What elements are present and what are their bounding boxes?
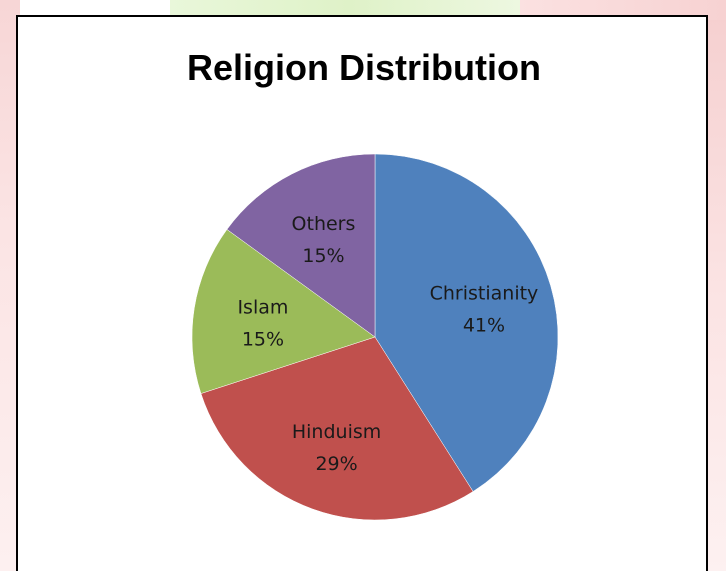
slice-label-others: Others [292,213,356,235]
slice-value-label-others: 15% [302,245,344,267]
slice-value-label-christianity: 41% [463,314,505,336]
slice-label-hinduism: Hinduism [292,421,381,443]
pie-slice-others [226,153,376,338]
chart-frame: Religion Distribution Christianity 41% Hin… [16,15,708,571]
slice-value-label-hinduism: 29% [315,453,357,475]
pie-chart: Christianity 41% Hinduism 29% Islam 15% Others… [191,153,559,521]
background-decoration-right [706,0,726,571]
slice-label-islam: Islam [237,296,288,318]
slice-value-label-islam: 15% [242,328,284,350]
slice-label-christianity: Christianity [430,282,539,304]
pie-slice-islam [191,229,376,394]
pie-slice-christianity [374,153,559,492]
background-decoration-left [0,0,20,571]
pie-slice-hinduism [200,336,474,521]
chart-title: Religion Distribution [187,47,541,88]
